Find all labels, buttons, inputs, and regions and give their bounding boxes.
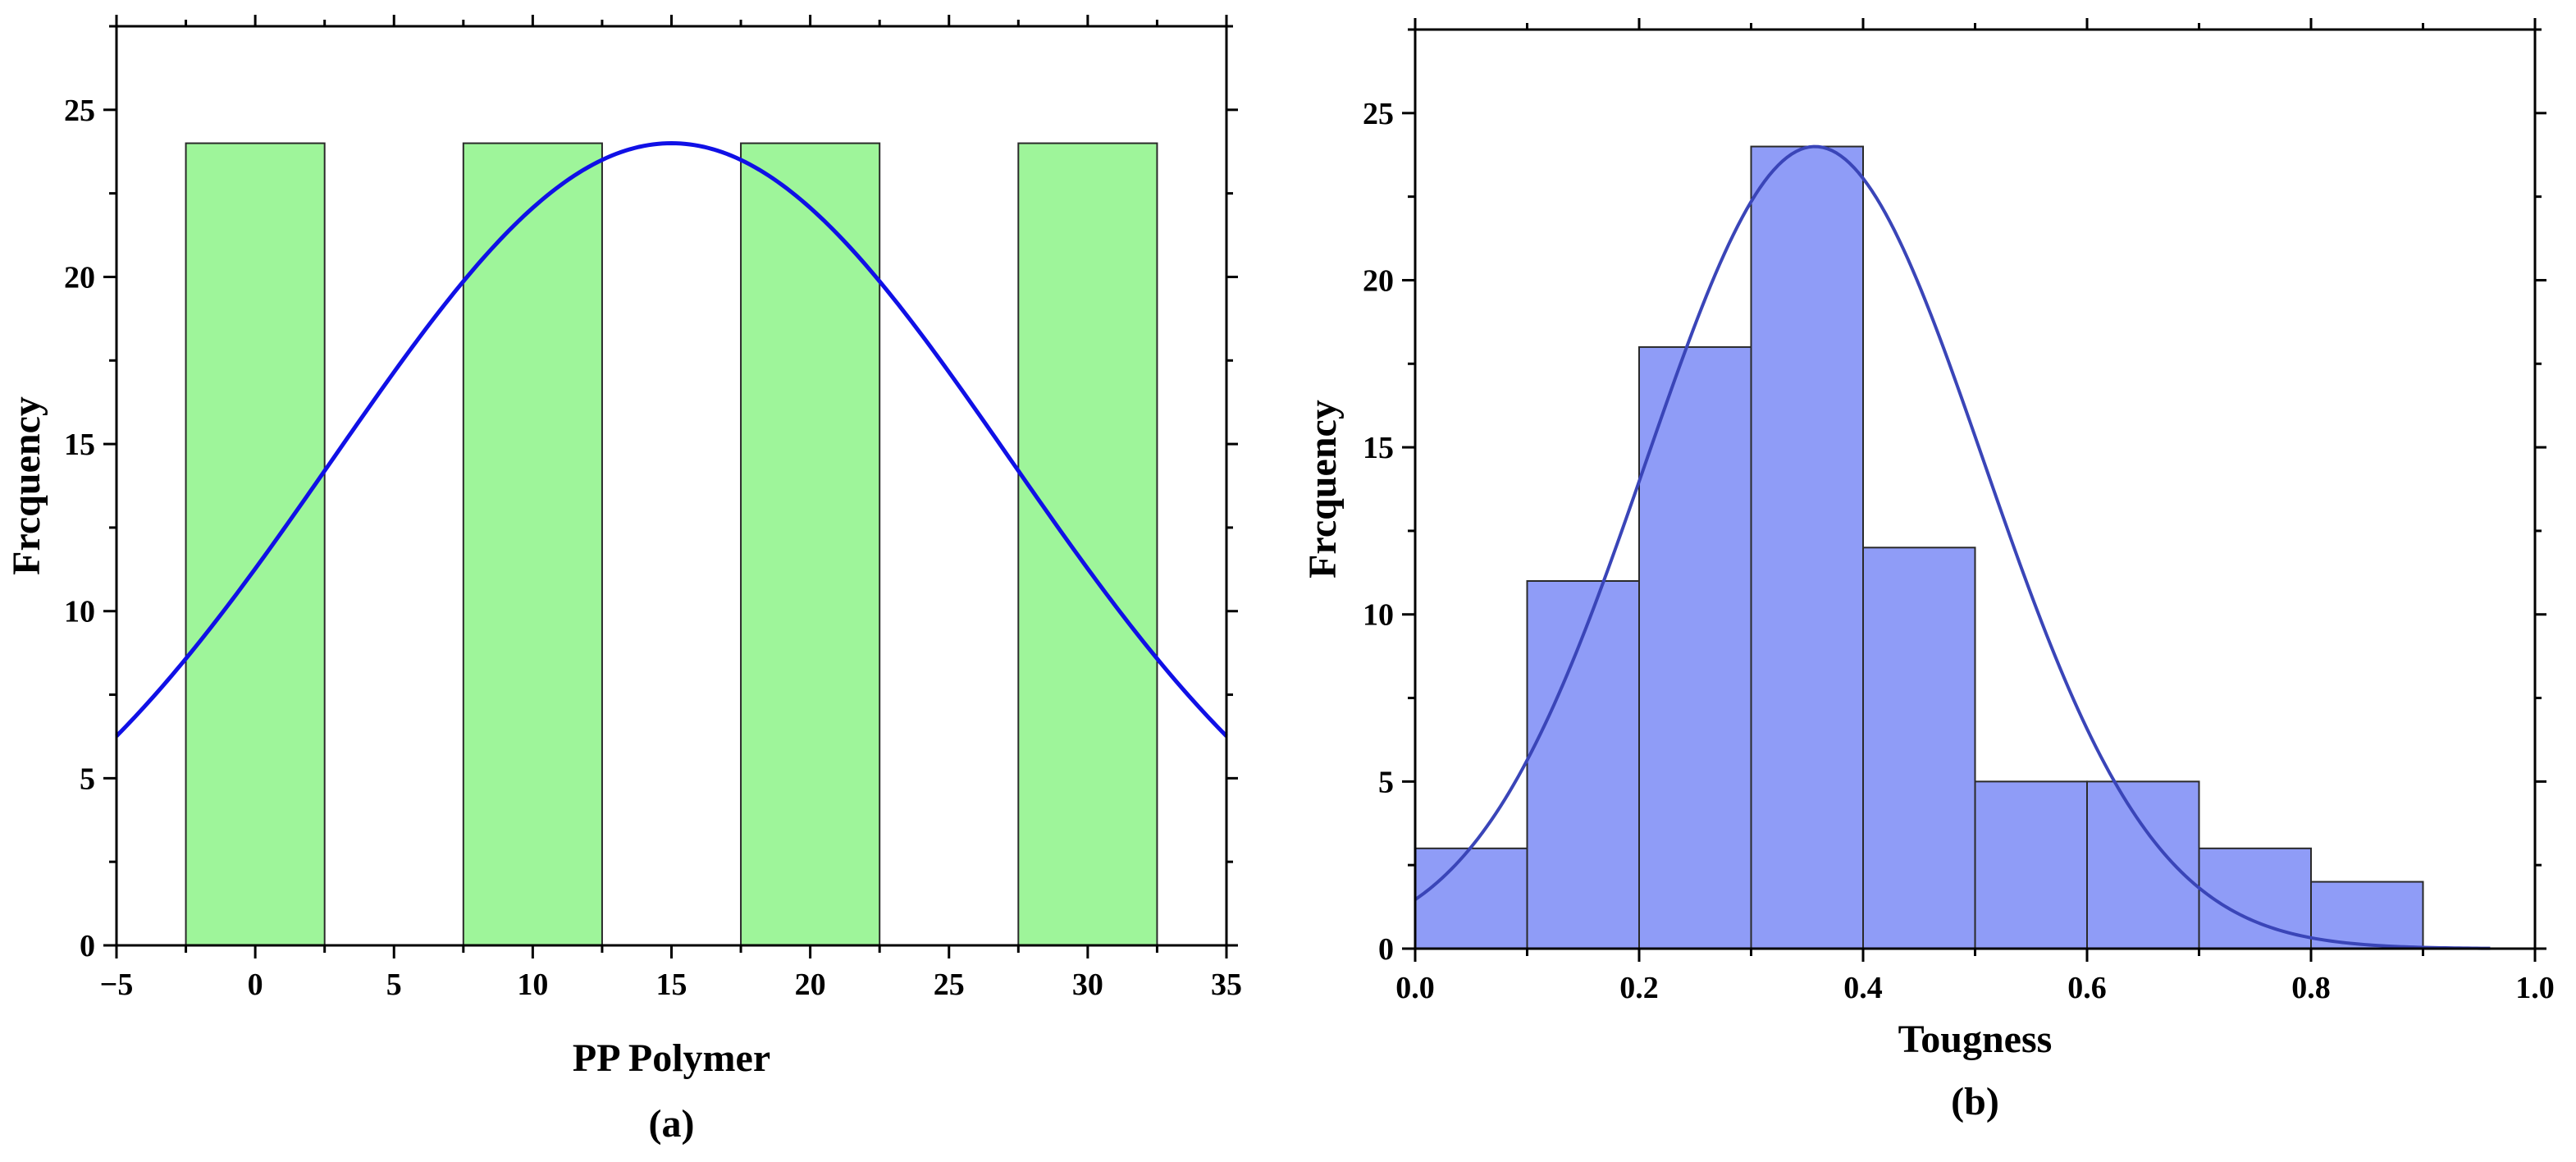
histogram-bar	[1750, 145, 1864, 949]
y-tick-label: 25	[1363, 97, 1394, 131]
normal-fit-curve	[1414, 144, 2491, 950]
x-tick-label: 0.0	[1395, 971, 1435, 1005]
x-tick-label: 1.0	[2515, 971, 2555, 1005]
y-tick-label: 20	[1363, 263, 1394, 298]
y-tick-label: 5	[80, 762, 95, 796]
histogram-bar	[2086, 780, 2200, 950]
x-tick-label: 0.6	[2067, 971, 2107, 1005]
x-tick-label: 5	[386, 968, 402, 1002]
x-tick-label: 10	[517, 968, 548, 1002]
x-tick-label: 0.8	[2291, 971, 2331, 1005]
y-tick-label: 0	[80, 929, 95, 963]
y-tick-label: 10	[1363, 598, 1394, 633]
x-tick-label: 20	[795, 968, 826, 1002]
histogram-bar	[740, 142, 881, 946]
x-tick-label: 0.4	[1843, 971, 1883, 1005]
normal-fit-curve	[115, 141, 1228, 738]
y-axis-label: Frcquency	[1301, 400, 1345, 579]
histogram-bar	[462, 142, 603, 946]
y-axis-label: Frcquency	[5, 396, 48, 575]
y-tick-label: 5	[1378, 765, 1394, 799]
x-tick-label: 25	[934, 968, 965, 1002]
y-tick-label: 0	[1378, 932, 1394, 967]
x-tick-label: −5	[100, 968, 134, 1002]
histogram-bar	[2310, 881, 2424, 949]
x-tick-label: 0	[248, 968, 263, 1002]
panel-label: (a)	[649, 1102, 695, 1146]
y-tick-label: 25	[64, 94, 95, 128]
y-tick-label: 10	[64, 595, 95, 629]
x-tick-label: 15	[656, 968, 687, 1002]
y-tick-label: 20	[64, 260, 95, 295]
x-tick-label: 30	[1072, 968, 1103, 1002]
x-axis-label: PP Polymer	[573, 1036, 770, 1080]
x-tick-label: 35	[1211, 968, 1242, 1002]
histogram-bar	[1526, 580, 1640, 949]
histogram-bar	[1017, 142, 1158, 946]
histogram-bar	[1862, 547, 1976, 949]
histogram-bar	[185, 142, 326, 946]
y-tick-label: 15	[1363, 431, 1394, 465]
histogram-bar	[1414, 847, 1528, 950]
panel-label: (b)	[1951, 1080, 1999, 1123]
y-tick-label: 15	[64, 428, 95, 462]
histogram-bar	[1974, 780, 2088, 950]
x-axis-label: Tougness	[1898, 1018, 2053, 1061]
x-tick-label: 0.2	[1619, 971, 1659, 1005]
chart-panel-b: 0.0 0.2 0.4 0.6 0.8 1.0 0 5 10 15 20 25 Tougness Frcq…	[1301, 18, 2555, 1123]
